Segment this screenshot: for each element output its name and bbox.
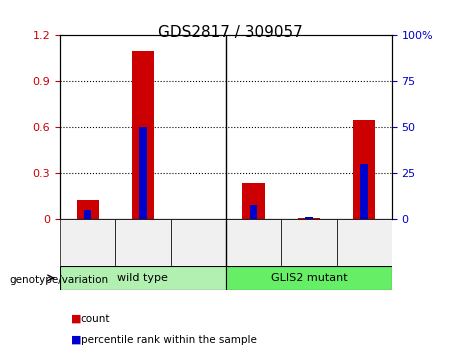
Bar	[353, 120, 375, 219]
Bar	[195, 218, 202, 219]
FancyBboxPatch shape	[226, 266, 392, 290]
Bar	[298, 218, 320, 219]
Text: ■: ■	[71, 335, 82, 345]
Bar	[305, 217, 313, 219]
Text: ■: ■	[71, 314, 82, 324]
Bar	[132, 51, 154, 219]
FancyBboxPatch shape	[60, 219, 115, 266]
Bar	[242, 183, 265, 219]
FancyBboxPatch shape	[60, 266, 226, 290]
FancyBboxPatch shape	[226, 219, 281, 266]
Bar	[361, 164, 368, 219]
FancyBboxPatch shape	[115, 219, 171, 266]
Bar	[84, 210, 91, 219]
FancyBboxPatch shape	[337, 219, 392, 266]
Text: wild type: wild type	[118, 273, 168, 283]
Text: count: count	[81, 314, 110, 324]
Text: GDS2817 / 309057: GDS2817 / 309057	[158, 25, 303, 40]
Text: percentile rank within the sample: percentile rank within the sample	[81, 335, 257, 345]
FancyBboxPatch shape	[171, 219, 226, 266]
Text: genotype/variation: genotype/variation	[9, 275, 108, 285]
FancyBboxPatch shape	[281, 219, 337, 266]
Bar	[250, 205, 257, 219]
Bar	[77, 200, 99, 219]
Bar	[139, 127, 147, 219]
Text: GLIS2 mutant: GLIS2 mutant	[271, 273, 347, 283]
